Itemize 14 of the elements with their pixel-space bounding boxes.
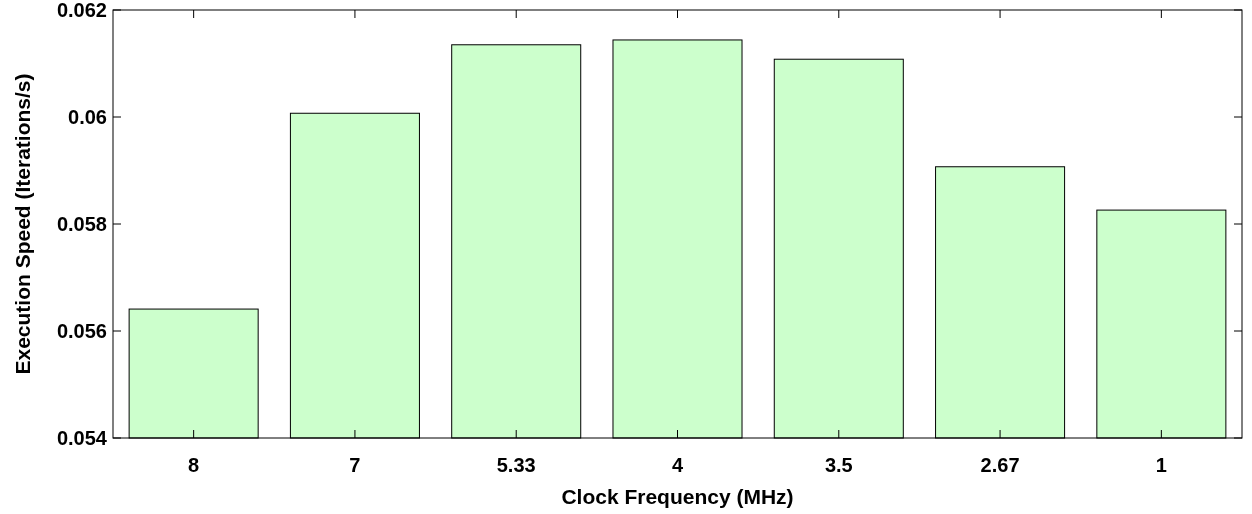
y-tick-label: 0.058 (56, 213, 107, 235)
x-tick-label: 3.5 (824, 454, 853, 476)
x-tick-label: 8 (188, 454, 200, 476)
x-axis-title: Clock Frequency (MHz) (561, 485, 794, 508)
y-tick-label: 0.062 (56, 0, 107, 21)
x-tick-label: 1 (1155, 454, 1167, 476)
y-tick-label: 0.06 (68, 106, 107, 128)
x-tick-label: 4 (671, 454, 684, 476)
y-tick-label: 0.054 (56, 427, 108, 449)
y-tick-label: 0.056 (56, 320, 107, 342)
x-tick-label: 2.67 (980, 454, 1020, 476)
x-tick-label: 7 (349, 454, 361, 476)
y-axis-title: Execution Speed (Iterations/s) (11, 73, 34, 375)
x-tick-label: 5.33 (496, 454, 536, 476)
